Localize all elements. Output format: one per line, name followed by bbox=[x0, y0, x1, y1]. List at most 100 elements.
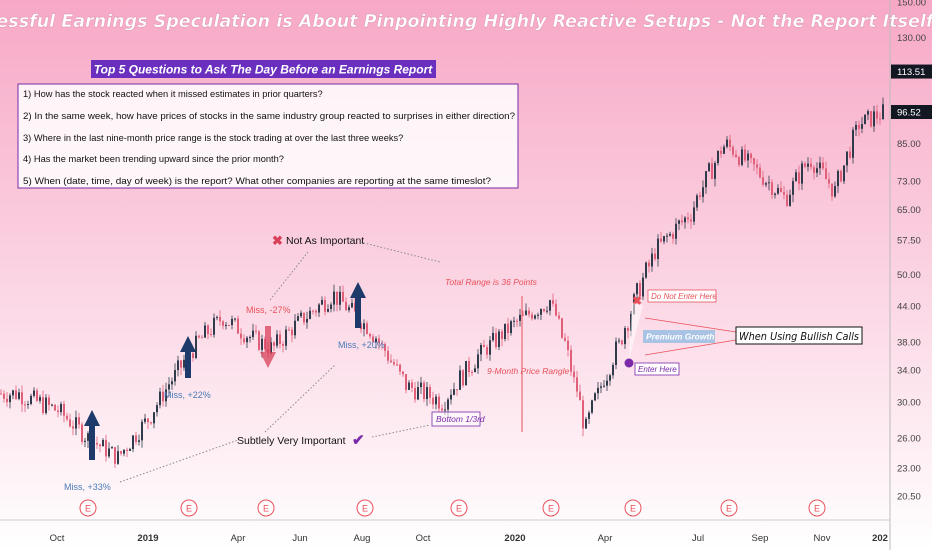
candle-body bbox=[219, 316, 221, 322]
candle-body bbox=[504, 323, 506, 340]
candle-body bbox=[732, 146, 734, 155]
candle-body bbox=[759, 167, 761, 178]
candle-body bbox=[429, 387, 431, 398]
candle-body bbox=[63, 403, 65, 416]
candle-body bbox=[114, 447, 116, 464]
question-1: 1) How has the stock reacted when it mis… bbox=[23, 89, 323, 99]
earnings-marker[interactable] bbox=[624, 499, 642, 517]
earnings-marker[interactable] bbox=[257, 499, 275, 517]
earnings-marker-label: E bbox=[263, 504, 269, 514]
total-range-label: Total Range is 36 Points bbox=[445, 277, 538, 287]
candle-body bbox=[819, 162, 821, 169]
up-arrow-icon bbox=[84, 410, 100, 460]
candle-body bbox=[87, 433, 89, 441]
candle-body bbox=[780, 187, 782, 192]
candle-body bbox=[870, 111, 872, 127]
candle-body bbox=[687, 217, 689, 220]
candle-body bbox=[834, 186, 836, 197]
candle-body bbox=[606, 380, 608, 386]
candle-body bbox=[831, 183, 833, 197]
candle-body bbox=[519, 314, 521, 321]
candle-body bbox=[12, 390, 14, 396]
entry-dot bbox=[624, 358, 634, 368]
earnings-marker[interactable] bbox=[180, 499, 198, 517]
candle-body bbox=[798, 172, 800, 184]
earnings-marker-label: E bbox=[726, 504, 732, 514]
candle-body bbox=[582, 400, 584, 429]
candle-body bbox=[570, 349, 572, 372]
candle-body bbox=[198, 335, 200, 338]
price-axis[interactable]: 20.50 23.00 26.00 30.00 34.00 38.00 44.00 50.00… bbox=[891, 0, 932, 503]
candle-body bbox=[345, 301, 347, 311]
candle-body bbox=[699, 195, 701, 197]
candle-body bbox=[420, 382, 422, 388]
candle-body bbox=[159, 391, 161, 406]
candle-body bbox=[276, 334, 278, 346]
candle-body bbox=[9, 395, 11, 403]
candle-body bbox=[573, 371, 575, 378]
candle-body bbox=[150, 422, 152, 424]
do-not-enter-label: Do Not Enter Here bbox=[651, 292, 717, 301]
candle-body bbox=[858, 124, 860, 129]
candle-body bbox=[294, 320, 296, 336]
earnings-marker[interactable] bbox=[542, 499, 560, 517]
candle-body bbox=[555, 303, 557, 316]
earnings-marker[interactable] bbox=[79, 499, 97, 517]
price-badge bbox=[891, 64, 932, 79]
candle-body bbox=[39, 397, 41, 401]
candle-body bbox=[816, 168, 818, 173]
candle-body bbox=[42, 397, 44, 413]
candle-body bbox=[672, 233, 674, 239]
candle-body bbox=[534, 315, 536, 319]
price-tick-label: 73.00 bbox=[897, 177, 921, 188]
time-axis[interactable]: Oct 2019 Apr Jun Aug Oct 2020 Apr Jul Sep Nov 202 bbox=[50, 533, 888, 544]
candle-body bbox=[690, 219, 692, 222]
candle-body bbox=[231, 318, 233, 326]
candle-body bbox=[33, 390, 35, 396]
earnings-marker[interactable] bbox=[720, 499, 738, 517]
candle-body bbox=[474, 368, 476, 373]
candle-body bbox=[414, 387, 416, 400]
candle-body bbox=[678, 220, 680, 224]
candle-body bbox=[825, 168, 827, 180]
candle-body bbox=[132, 435, 134, 449]
candle-body bbox=[753, 158, 755, 165]
candle-body bbox=[636, 283, 638, 295]
candle-body bbox=[510, 321, 512, 334]
candle-body bbox=[156, 405, 158, 413]
candle-body bbox=[717, 150, 719, 164]
candle-body bbox=[462, 370, 464, 386]
candle-body bbox=[36, 390, 38, 401]
up-arrow-icon bbox=[350, 282, 366, 328]
candle-body bbox=[543, 309, 545, 312]
candle-body bbox=[426, 387, 428, 400]
earnings-marker-label: E bbox=[630, 504, 636, 514]
candle-body bbox=[228, 324, 230, 326]
earnings-marker[interactable] bbox=[808, 499, 826, 517]
miss-33-label: Miss, +33% bbox=[64, 482, 111, 492]
candle-body bbox=[162, 391, 164, 402]
earnings-marker[interactable] bbox=[356, 499, 374, 517]
candle-body bbox=[579, 391, 581, 401]
candle-body bbox=[666, 235, 668, 237]
candle-body bbox=[561, 318, 563, 338]
candle-body bbox=[105, 439, 107, 457]
miss-27-label: Miss, -27% bbox=[246, 305, 291, 315]
candle-body bbox=[252, 330, 254, 338]
candle-body bbox=[846, 151, 848, 166]
question-3: 3) Where in the last nine-month price ra… bbox=[23, 133, 403, 143]
candle-body bbox=[642, 277, 644, 297]
candle-body bbox=[324, 299, 326, 312]
not-important-label: Not As Important bbox=[286, 235, 364, 247]
candle-body bbox=[624, 328, 626, 345]
miss-22-label: Miss, +22% bbox=[164, 390, 211, 400]
candle-body bbox=[21, 392, 23, 405]
earnings-marker-label: E bbox=[456, 504, 462, 514]
candle-body bbox=[531, 314, 533, 319]
candle-body bbox=[651, 253, 653, 267]
earnings-marker[interactable] bbox=[450, 499, 468, 517]
candle-body bbox=[372, 336, 374, 343]
candle-body bbox=[234, 318, 236, 320]
